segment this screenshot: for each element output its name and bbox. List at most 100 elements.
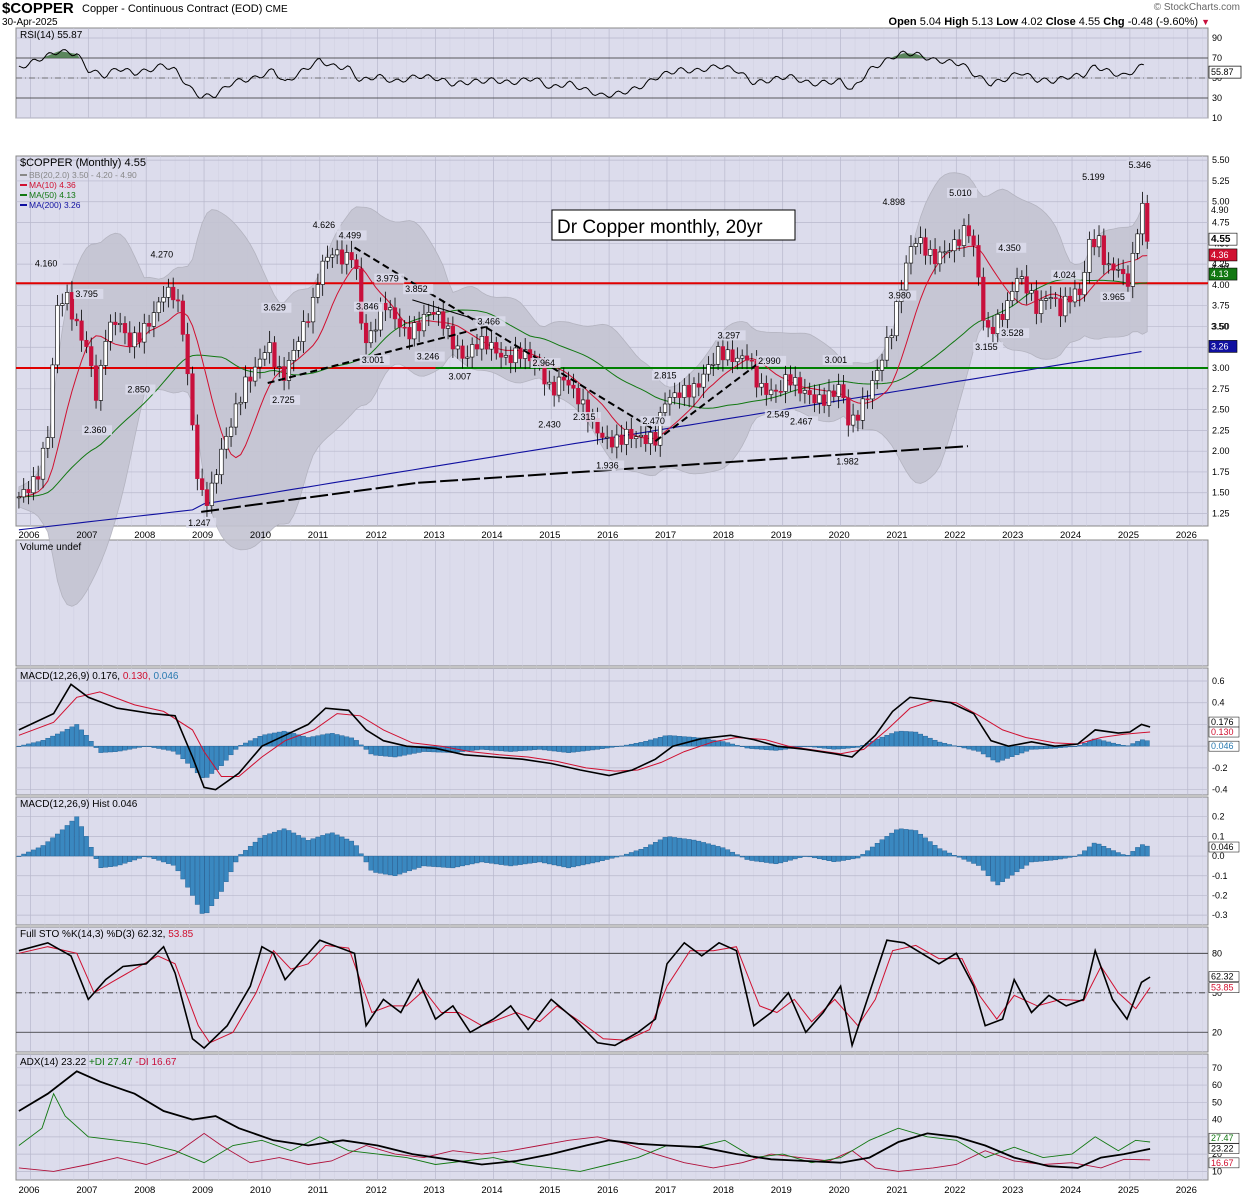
candle-up [634,436,639,439]
macd-hist-bar [1067,745,1073,748]
candle-down [1067,295,1073,303]
peak-label-3: 2.850 [127,384,150,394]
candle-down [146,323,152,327]
macd-hist-bar [339,735,345,747]
candle-up [65,292,70,304]
candle-up [672,392,677,398]
macd-hist-bar [657,736,663,747]
hist-bar [59,829,65,857]
macd-hist-bar [344,736,350,747]
peak-label-bg [536,419,567,430]
macd-hist-bar [30,742,36,747]
hist-bar [151,855,157,859]
candle-up [1014,278,1020,292]
candle-down [720,346,726,361]
macd-hist-bar [648,739,653,747]
price-right-label-0: 4.90 [1211,205,1229,215]
peak-label-bg [756,355,787,366]
minus-di-label: -DI 16.67 [135,1057,177,1068]
candle-up [802,390,807,394]
year-label-bottom-11: 2017 [655,1185,676,1196]
stoch-right-label-1: 53.85 [1211,983,1234,993]
tick-label-price-0: 5.50 [1212,155,1230,165]
peak-label-bg [570,411,601,422]
macd-hist-bar [1043,745,1049,749]
year-label-bottom-16: 2022 [944,1185,965,1196]
tick-label-macd_hist-5: -0.3 [1212,910,1228,920]
peak-label-9: 4.499 [339,230,362,240]
hist-bar [156,855,162,861]
macd-hist-bar [69,726,75,747]
hist-bar [175,855,181,872]
hist-bar [614,855,620,858]
rsi-value-box [1208,65,1242,79]
candle-down [1053,297,1058,299]
candle-up [662,403,668,413]
candle-up [267,342,272,353]
candle-up [479,336,484,350]
candle-down [966,225,971,237]
hist-bar [667,836,673,857]
rsi-line [18,49,1144,99]
candle-up [1039,300,1044,314]
candle-down [354,259,359,270]
candle-up [489,342,494,350]
macd-hist-bar [604,745,610,749]
macd-hist-bar [199,745,205,779]
candle-down [696,383,701,388]
hist-bar [64,825,70,857]
candle-up [320,260,325,285]
candle-down [1034,290,1039,314]
peak-label-bg [1100,291,1131,302]
candle-up [1048,297,1053,299]
macd-hist-bar [1019,745,1025,754]
hist-bar [402,855,408,873]
hist-bar [30,849,36,857]
hist-bar [599,855,605,861]
macd-hist-bar [132,745,138,749]
candle-down [687,384,692,398]
candle-down [474,344,480,350]
macd-hist-bar [599,745,605,749]
candle-down [778,391,783,393]
candle-down [653,431,658,446]
hist-bar [604,855,610,860]
macd-hist-bar [45,737,51,747]
candle-down [363,322,369,344]
year-label-price-18: 2024 [1060,530,1081,541]
candle-up [209,482,214,506]
hist-bar [243,850,248,857]
hist-bar [792,855,798,860]
tick-label-price-5: 4.25 [1212,259,1230,269]
candle-down [185,334,190,375]
candle-down [609,436,615,448]
macd-hist-bar [329,733,335,747]
candle-up [277,366,282,368]
macd-hist-bar [349,737,355,747]
peak-label-bg [414,351,445,362]
macd-hist-value: 0.046 [153,671,178,682]
peak-label-25: 2.549 [767,410,790,420]
candle-down [127,332,132,348]
rsi-title: RSI(14) 55.87 [20,30,83,41]
peak-label-bg [353,301,384,312]
hist-bar [937,848,943,857]
year-label-price-17: 2023 [1002,530,1023,541]
rsi-overbought-fill-0 [44,51,80,58]
candle-up [238,402,243,405]
hist-bar [421,855,427,867]
tick-label-price-16: 1.50 [1212,488,1230,498]
macd-hist-bar [310,736,316,747]
year-label-bottom-5: 2011 [308,1185,328,1196]
hist-bar [923,837,928,857]
candle-down [1058,298,1063,317]
stoch-d-value: 53.85 [168,929,193,940]
macd-hist-bar [59,731,65,747]
hist-bar [1033,855,1039,862]
candle-up [388,307,393,311]
macd-hist-bar [426,745,432,752]
peak-label-15: 3.007 [449,371,472,381]
year-label-bottom-19: 2025 [1118,1185,1139,1196]
peak-label-6: 3.629 [263,303,286,313]
adx-right-label-2: 16.67 [1211,1158,1234,1168]
